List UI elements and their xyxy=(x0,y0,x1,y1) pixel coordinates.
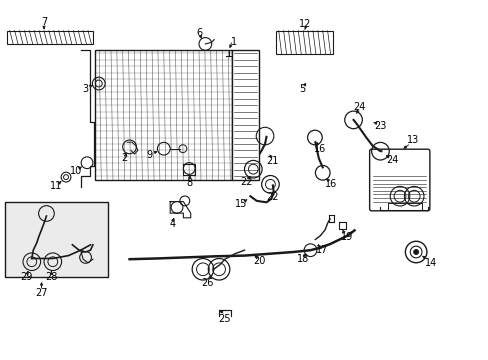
Text: 12: 12 xyxy=(299,19,311,30)
Bar xyxy=(7,31,93,44)
Text: 20: 20 xyxy=(252,256,265,266)
Text: 23: 23 xyxy=(373,121,386,131)
Text: 19: 19 xyxy=(340,232,353,242)
Text: 11: 11 xyxy=(50,181,62,192)
Text: 9: 9 xyxy=(146,150,152,160)
Text: 6: 6 xyxy=(196,28,202,39)
Text: 27: 27 xyxy=(35,288,48,298)
Text: 18: 18 xyxy=(296,254,309,264)
Text: 25: 25 xyxy=(218,314,231,324)
FancyBboxPatch shape xyxy=(369,149,429,211)
Bar xyxy=(276,31,332,54)
Text: 4: 4 xyxy=(169,219,175,229)
Text: 26: 26 xyxy=(201,278,214,288)
Bar xyxy=(5,202,107,277)
Text: 15: 15 xyxy=(235,199,247,210)
Text: 24: 24 xyxy=(386,155,398,165)
Text: 29: 29 xyxy=(20,272,33,282)
Bar xyxy=(232,50,259,180)
Text: 24: 24 xyxy=(352,102,365,112)
Text: 5: 5 xyxy=(299,84,305,94)
Text: 22: 22 xyxy=(240,177,253,187)
Text: 7: 7 xyxy=(41,17,47,27)
Text: 21: 21 xyxy=(265,156,278,166)
Bar xyxy=(95,50,232,180)
Circle shape xyxy=(413,249,418,255)
Text: 10: 10 xyxy=(69,166,82,176)
Text: 3: 3 xyxy=(82,84,88,94)
Text: 16: 16 xyxy=(325,179,337,189)
Text: 8: 8 xyxy=(186,178,192,188)
Text: 1: 1 xyxy=(230,37,236,48)
Text: 16: 16 xyxy=(313,144,326,154)
Text: 2: 2 xyxy=(122,153,127,163)
Text: 28: 28 xyxy=(45,272,58,282)
Text: 13: 13 xyxy=(406,135,419,145)
Text: 14: 14 xyxy=(424,258,437,268)
Text: 22: 22 xyxy=(265,192,278,202)
Text: 17: 17 xyxy=(315,245,327,255)
